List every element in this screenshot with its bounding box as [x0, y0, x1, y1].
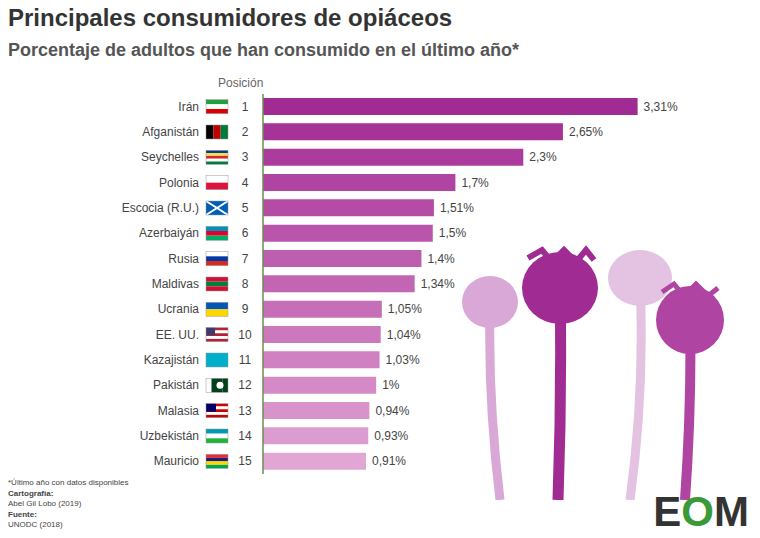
svg-text:5: 5	[242, 201, 249, 215]
svg-text:3: 3	[242, 150, 249, 164]
svg-text:Irán: Irán	[178, 100, 199, 114]
svg-text:4: 4	[242, 176, 249, 190]
svg-text:1,04%: 1,04%	[387, 328, 421, 342]
svg-text:1,4%: 1,4%	[427, 252, 455, 266]
svg-text:Afganistán: Afganistán	[142, 125, 199, 139]
html-text:*Último año con datos disponib: *Último año con datos disponibles	[8, 478, 129, 487]
svg-text:Polonia: Polonia	[159, 176, 199, 190]
html-text:Principales consumidores de op: Principales consumidores de opiáceos	[8, 4, 453, 31]
svg-text:1,34%: 1,34%	[421, 277, 455, 291]
svg-text:Malasia: Malasia	[158, 404, 200, 418]
svg-text:Uzbekistán: Uzbekistán	[140, 429, 199, 443]
html-text:Porcentaje de adultos que han: Porcentaje de adultos que han consumido …	[8, 40, 520, 60]
svg-text:1: 1	[242, 100, 249, 114]
svg-text:2: 2	[242, 125, 249, 139]
svg-text:8: 8	[242, 277, 249, 291]
svg-text:1,05%: 1,05%	[388, 302, 422, 316]
svg-text:Rusia: Rusia	[168, 252, 199, 266]
svg-text:Mauricio: Mauricio	[154, 454, 200, 468]
svg-text:EE. UU.: EE. UU.	[156, 328, 199, 342]
svg-text:1,7%: 1,7%	[461, 176, 489, 190]
svg-text:9: 9	[242, 302, 249, 316]
svg-text:11: 11	[239, 353, 252, 367]
svg-text:0,93%: 0,93%	[374, 429, 408, 443]
svg-text:1,51%: 1,51%	[440, 201, 474, 215]
svg-text:Seychelles: Seychelles	[141, 150, 199, 164]
html-text:Fuente:: Fuente:	[8, 509, 37, 519]
svg-text:14: 14	[238, 429, 252, 443]
svg-text:13: 13	[238, 404, 252, 418]
svg-text:Ucrania: Ucrania	[158, 302, 200, 316]
svg-text:1,5%: 1,5%	[439, 226, 467, 240]
svg-text:Kazajistán: Kazajistán	[144, 353, 199, 367]
svg-text:15: 15	[238, 454, 252, 468]
html-text:Cartografía:: Cartografía:	[8, 488, 54, 498]
html-text:Abel Gil Lobo (2019): Abel Gil Lobo (2019)	[8, 499, 82, 508]
svg-text:2,3%: 2,3%	[529, 150, 557, 164]
html-text:UNODC (2018): UNODC (2018)	[8, 520, 63, 529]
svg-text:10: 10	[238, 328, 252, 342]
svg-text:2,65%: 2,65%	[569, 125, 603, 139]
svg-text:0,91%: 0,91%	[372, 454, 406, 468]
svg-text:Azerbaiyán: Azerbaiyán	[139, 226, 199, 240]
svg-text:1,03%: 1,03%	[386, 353, 420, 367]
svg-text:12: 12	[238, 378, 252, 392]
svg-text:1%: 1%	[382, 378, 400, 392]
svg-text:3,31%: 3,31%	[644, 100, 678, 114]
html-text:Posición: Posición	[218, 76, 264, 90]
svg-text:EOM: EOM	[653, 488, 749, 534]
svg-text:Pakistán: Pakistán	[153, 378, 199, 392]
svg-text:0,94%: 0,94%	[375, 404, 409, 418]
svg-text:6: 6	[242, 226, 249, 240]
svg-text:7: 7	[242, 252, 249, 266]
svg-text:Escocia (R.U.): Escocia (R.U.)	[122, 201, 199, 215]
svg-text:Maldivas: Maldivas	[152, 277, 199, 291]
